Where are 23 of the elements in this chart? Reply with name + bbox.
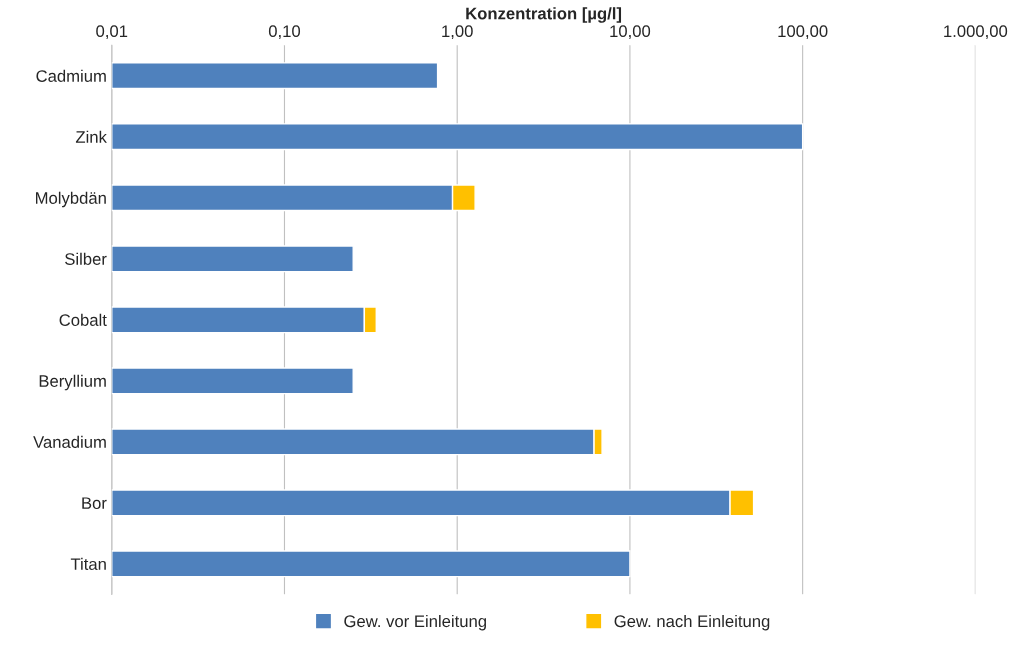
bar [111,62,439,90]
bar [111,550,631,578]
x-tick-label: 1,00 [442,25,473,40]
bar [111,367,354,395]
x-tick-label: 100,00 [778,25,828,40]
y-tick-label: Beryllium [39,374,106,391]
x-tick-label: 1.000,00 [944,25,1008,40]
y-tick-label: Cadmium [36,69,106,82]
y-tick-label: Zink [75,130,107,143]
bar [111,245,354,273]
legend-label: Gew. nach Einleitung [614,614,770,631]
x-tick-label: 0,01 [96,25,128,40]
x-tick-label: 10,00 [610,25,651,40]
x-tick-label: 0,10 [268,25,301,40]
y-tick-label: Molybdän [36,191,106,208]
legend-label: Gew. vor Einleitung [344,614,486,631]
y-tick-label: Titan [70,557,106,571]
y-tick-label: Cobalt [59,313,107,326]
bar [111,123,804,151]
y-tick-label: Silber [65,252,107,265]
y-tick-label: Vanadium [33,435,106,448]
y-tick-label: Bor [82,497,107,510]
x-axis-title: Konzentration [µg/l] [466,7,622,23]
